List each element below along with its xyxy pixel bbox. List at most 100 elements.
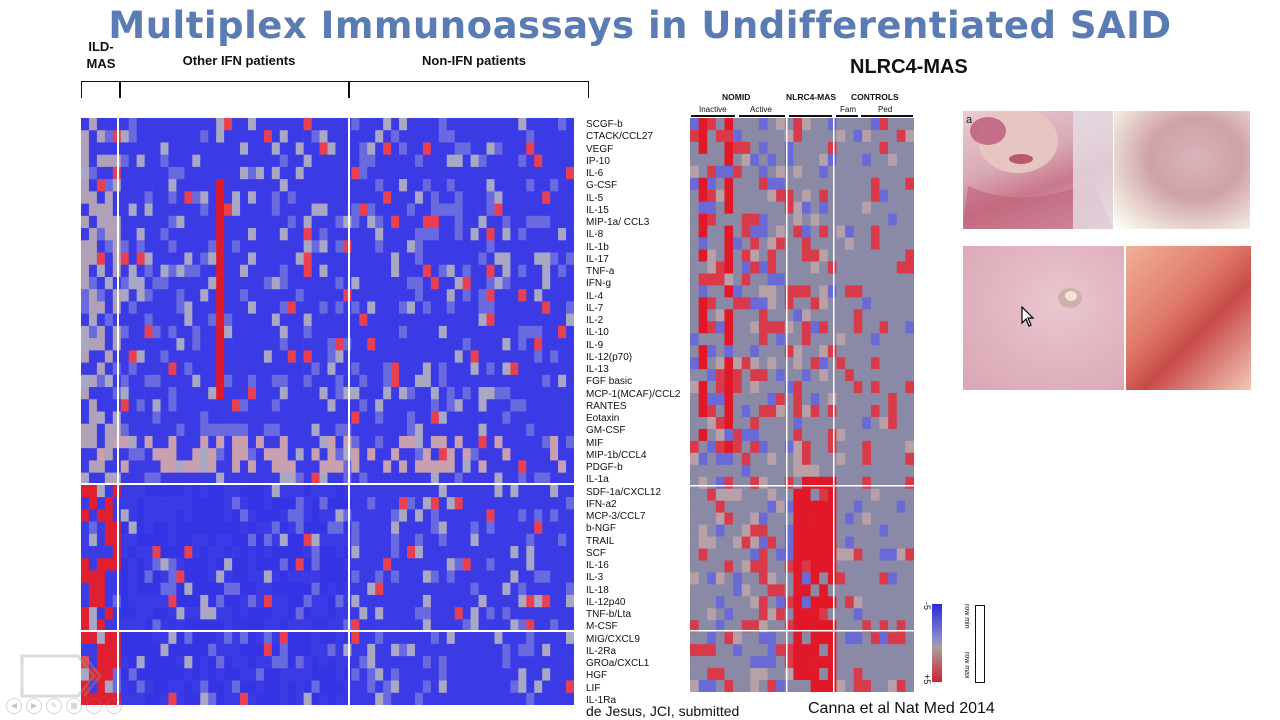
heatmap-cell: [542, 533, 551, 547]
heatmap-cell: [422, 240, 432, 253]
heatmap-cell: [367, 594, 376, 608]
heatmap-cell: [430, 435, 440, 449]
heatmap-cell: [879, 524, 889, 537]
heatmap-cell: [208, 142, 217, 155]
heatmap-cell: [375, 228, 384, 241]
heatmap-cell: [422, 460, 432, 473]
heatmap-cell: [367, 142, 376, 155]
heatmap-cell: [827, 536, 837, 549]
heatmap-cell: [566, 118, 574, 131]
heatmap-cell: [399, 289, 408, 302]
heatmap-cell: [112, 301, 122, 314]
heatmap-cell: [486, 338, 495, 351]
heatmap-cell: [446, 191, 456, 204]
heatmap-cell: [224, 142, 233, 155]
heatmap-cell: [750, 165, 760, 179]
heatmap-cell: [168, 448, 177, 461]
heatmap-cell: [422, 423, 432, 437]
heatmap-cell: [414, 191, 424, 204]
pen-icon[interactable]: ✎: [46, 698, 62, 714]
heatmap-cell: [905, 644, 914, 657]
heatmap-cell: [462, 362, 471, 376]
heatmap-cell: [510, 631, 519, 645]
heatmap-cell: [518, 643, 527, 657]
heatmap-cell: [486, 631, 495, 645]
heatmap-cell: [343, 313, 352, 327]
heatmap-cell: [144, 118, 153, 131]
heatmap-cell: [224, 497, 233, 510]
heatmap-cell: [128, 264, 137, 278]
heatmap-cell: [422, 594, 432, 608]
next-slide-icon[interactable]: ▶: [26, 698, 42, 714]
heatmap-cell: [690, 644, 699, 657]
heatmap-cell: [208, 558, 217, 571]
heatmap-cell: [287, 546, 296, 559]
heatmap-cell: [478, 619, 487, 632]
heatmap-cell: [715, 165, 725, 179]
heatmap-cell: [486, 643, 495, 657]
prev-slide-icon[interactable]: ◀: [6, 698, 22, 714]
heatmap-cell: [758, 560, 768, 573]
heatmap-cell: [407, 533, 416, 547]
heatmap-cell: [793, 452, 803, 466]
heatmap-cell: [446, 313, 456, 327]
heatmap-cell: [510, 338, 519, 351]
heatmap-cell: [271, 607, 281, 620]
heatmap-cell: [287, 509, 296, 522]
heatmap-cell: [399, 435, 408, 449]
heatmap-cell: [793, 237, 803, 250]
slide-title: Multiplex Immunoassays in Undifferentiat…: [108, 4, 1172, 47]
heatmap-cell: [96, 338, 106, 351]
slide-nav-controls[interactable]: ◀ ▶ ✎ ▦ ⌕ …: [6, 698, 122, 714]
heatmap-cell: [144, 582, 153, 596]
heatmap-cell: [144, 252, 153, 266]
heatmap-cell: [750, 416, 760, 430]
heatmap-cell: [81, 460, 90, 473]
heatmap-cell: [391, 643, 400, 657]
heatmap-cell: [271, 668, 281, 681]
heatmap-cell: [81, 276, 90, 290]
heatmap-cell: [454, 570, 463, 584]
slides-icon[interactable]: ▦: [66, 698, 82, 714]
heatmap-cell: [263, 228, 273, 241]
heatmap-cell: [438, 142, 448, 155]
heatmap-cell: [802, 225, 811, 238]
heatmap-cell: [470, 130, 479, 143]
heatmap-cell: [359, 191, 368, 204]
heatmap-cell: [758, 680, 768, 692]
heatmap-cell: [152, 118, 161, 131]
heatmap-cell: [359, 350, 368, 363]
heatmap-cell: [430, 546, 440, 559]
heatmap-cell: [184, 118, 193, 131]
heatmap-cell: [303, 680, 312, 694]
heatmap-cell: [88, 594, 98, 608]
heatmap-cell: [319, 191, 328, 204]
more-icon[interactable]: …: [106, 698, 122, 714]
heatmap-cell: [486, 484, 495, 498]
heatmap-cell: [510, 619, 519, 632]
heatmap-cell: [112, 680, 122, 694]
heatmap-cell: [698, 345, 708, 358]
heatmap-cell: [853, 644, 863, 657]
heatmap-cell: [845, 225, 854, 238]
heatmap-cell: [566, 619, 574, 632]
heatmap-cell: [430, 619, 440, 632]
heatmap-cell: [715, 668, 725, 681]
heatmap-cell: [550, 533, 559, 547]
heatmap-cell: [200, 692, 209, 705]
heatmap-cell: [438, 411, 448, 425]
zoom-icon[interactable]: ⌕: [86, 698, 102, 714]
heatmap-cell: [845, 440, 854, 454]
heatmap-cell: [494, 546, 503, 559]
heatmap-cell: [303, 313, 312, 327]
heatmap-cell: [422, 166, 432, 180]
heatmap-cell: [255, 118, 265, 131]
heatmap-cell: [853, 476, 863, 490]
heatmap-cell: [827, 476, 837, 490]
heatmap-cell: [192, 240, 201, 253]
heatmap-cell: [311, 191, 320, 204]
heatmap-cell: [224, 411, 233, 425]
heatmap-cell: [176, 533, 185, 547]
heatmap-cell: [558, 387, 567, 400]
heatmap-cell: [750, 237, 760, 250]
